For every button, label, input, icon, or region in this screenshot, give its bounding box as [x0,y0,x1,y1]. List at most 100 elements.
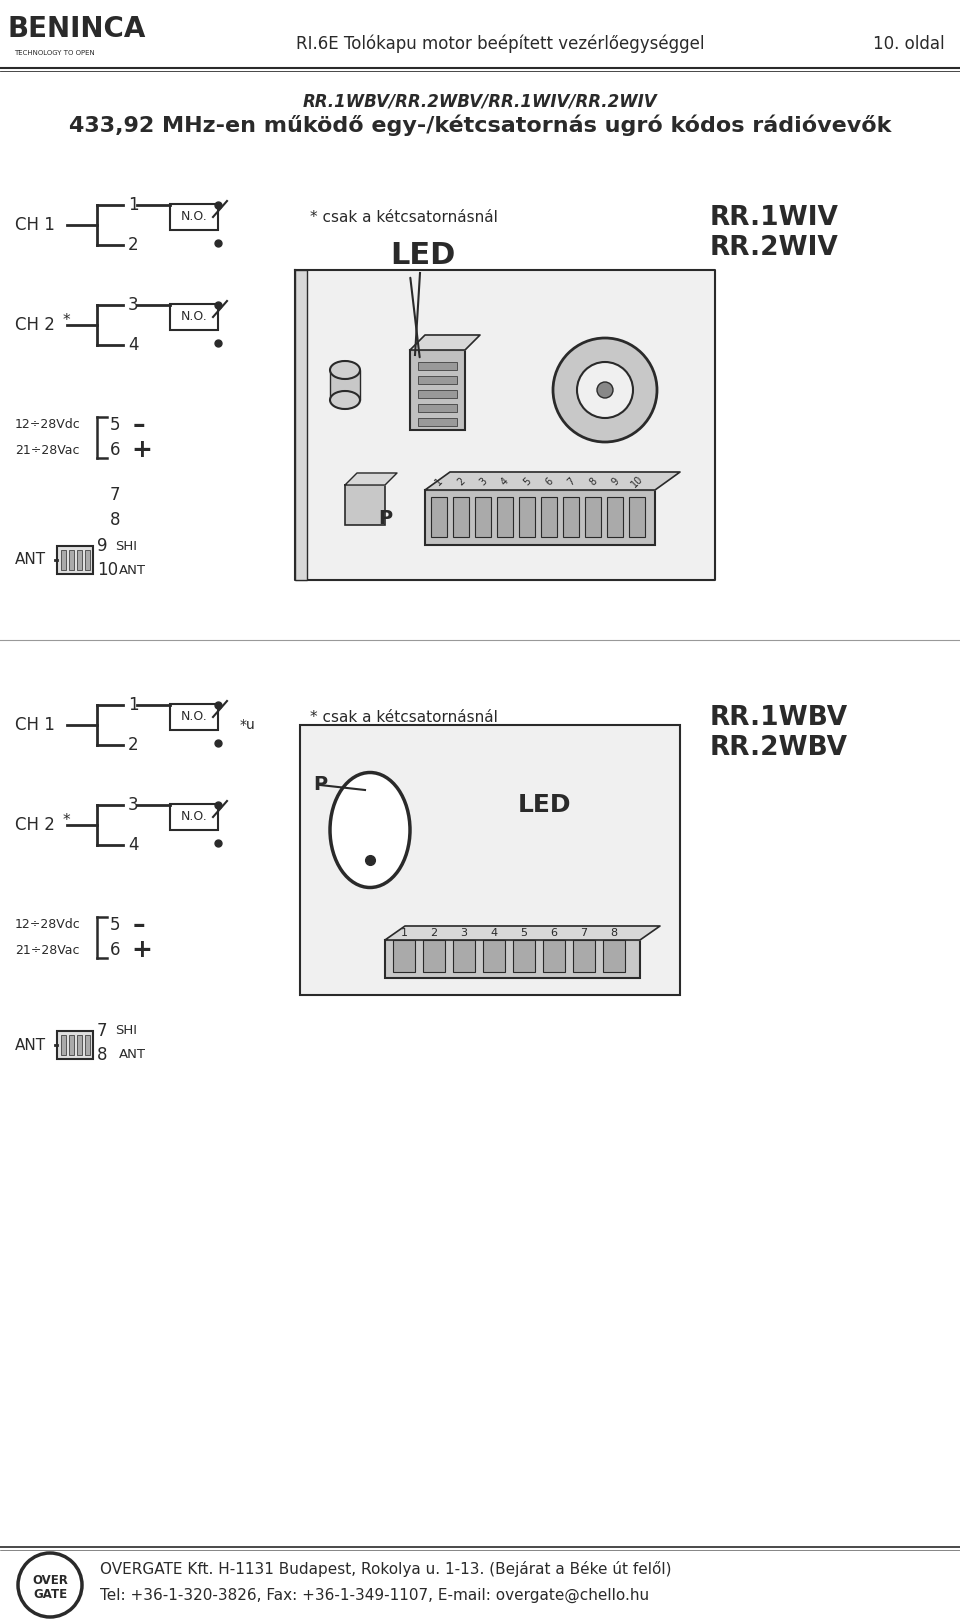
Text: SHI: SHI [115,1024,137,1037]
Bar [418,377,457,385]
Text: 9: 9 [610,476,621,487]
Bar [519,497,535,537]
Text: 21÷28Vac: 21÷28Vac [15,943,80,956]
Text: 10: 10 [97,562,118,579]
Text: P: P [378,508,392,527]
Text: 21÷28Vac: 21÷28Vac [15,443,80,456]
Bar [393,940,415,972]
Text: CH 1: CH 1 [15,716,55,734]
Polygon shape [385,927,660,940]
Bar [573,940,595,972]
Bar [483,940,505,972]
Bar [629,497,645,537]
Text: N.O.: N.O. [180,211,207,224]
Text: *u: *u [240,717,255,732]
Text: 9: 9 [97,537,108,555]
Text: CH 2: CH 2 [15,316,55,334]
Polygon shape [425,472,680,490]
Ellipse shape [330,773,410,888]
Ellipse shape [330,391,360,409]
Text: 3: 3 [477,476,489,487]
Text: 12÷28Vdc: 12÷28Vdc [15,419,81,432]
FancyBboxPatch shape [69,1035,74,1055]
Text: LED: LED [518,794,572,816]
Bar [418,390,457,398]
Text: * csak a kétcsatornásnál: * csak a kétcsatornásnál [310,711,498,725]
Bar [423,940,445,972]
Bar [563,497,579,537]
Text: RR.2WIV: RR.2WIV [710,235,839,261]
Text: 1: 1 [128,196,138,214]
Bar [453,497,469,537]
Polygon shape [295,269,715,579]
FancyBboxPatch shape [85,1035,90,1055]
FancyBboxPatch shape [61,550,66,570]
Text: SHI: SHI [115,539,137,552]
Text: 4: 4 [491,928,497,938]
FancyBboxPatch shape [85,550,90,570]
Text: ANT: ANT [15,552,46,568]
Text: 6: 6 [110,441,121,459]
Bar [418,404,457,412]
FancyBboxPatch shape [77,1035,82,1055]
Text: 7: 7 [97,1022,108,1040]
Ellipse shape [330,360,360,380]
Bar [345,485,385,524]
Bar [410,351,465,430]
Circle shape [553,338,657,441]
Text: N.O.: N.O. [180,310,207,323]
Bar [497,497,513,537]
Text: LED: LED [390,240,455,269]
Text: 2: 2 [455,476,467,489]
Text: 4: 4 [128,336,138,354]
Text: RR.1WBV: RR.1WBV [710,704,848,730]
Text: 1: 1 [433,476,444,487]
Text: 5: 5 [110,915,121,933]
Text: 12÷28Vdc: 12÷28Vdc [15,919,81,932]
Polygon shape [345,472,397,485]
FancyBboxPatch shape [57,545,93,575]
Text: 8: 8 [588,476,599,487]
Text: 1: 1 [400,928,407,938]
Bar [541,497,557,537]
Text: 7: 7 [581,928,588,938]
Text: 5: 5 [110,415,121,433]
Text: 2: 2 [128,235,138,255]
Text: OVERGATE Kft. H-1131 Budapest, Rokolya u. 1-13. (Bejárat a Béke út felől): OVERGATE Kft. H-1131 Budapest, Rokolya u… [100,1561,671,1578]
Bar [385,940,640,979]
Text: +: + [131,438,152,463]
Circle shape [597,381,613,398]
Text: 1: 1 [128,696,138,714]
Text: 2: 2 [128,735,138,755]
Text: +: + [131,938,152,962]
Text: ANT: ANT [119,563,146,576]
Text: –: – [133,412,146,437]
Text: 6: 6 [543,476,555,487]
Text: 5: 5 [521,476,533,489]
FancyBboxPatch shape [57,1031,93,1058]
Text: Tel: +36-1-320-3826, Fax: +36-1-349-1107, E-mail: overgate@chello.hu: Tel: +36-1-320-3826, Fax: +36-1-349-1107… [100,1587,649,1602]
FancyBboxPatch shape [170,704,218,730]
FancyBboxPatch shape [69,550,74,570]
Text: 4: 4 [499,476,511,487]
Text: 7: 7 [110,485,121,505]
Text: RR.2WBV: RR.2WBV [710,735,848,761]
Text: 433,92 MHz-en működő egy-/kétcsatornás ugró kódos rádióvevők: 433,92 MHz-en működő egy-/kétcsatornás u… [69,115,891,136]
Bar [425,490,655,545]
FancyBboxPatch shape [170,204,218,230]
Circle shape [577,362,633,419]
Text: 3: 3 [128,295,138,313]
Text: –: – [133,914,146,936]
Text: *: * [63,813,71,828]
Circle shape [18,1553,82,1617]
Text: 3: 3 [461,928,468,938]
Bar [603,940,625,972]
Polygon shape [410,334,480,351]
Bar [513,940,535,972]
Text: 8: 8 [611,928,617,938]
Text: CH 1: CH 1 [15,216,55,234]
Text: ANT: ANT [119,1048,146,1061]
Text: P: P [313,776,327,795]
Bar [543,940,565,972]
FancyBboxPatch shape [170,803,218,829]
